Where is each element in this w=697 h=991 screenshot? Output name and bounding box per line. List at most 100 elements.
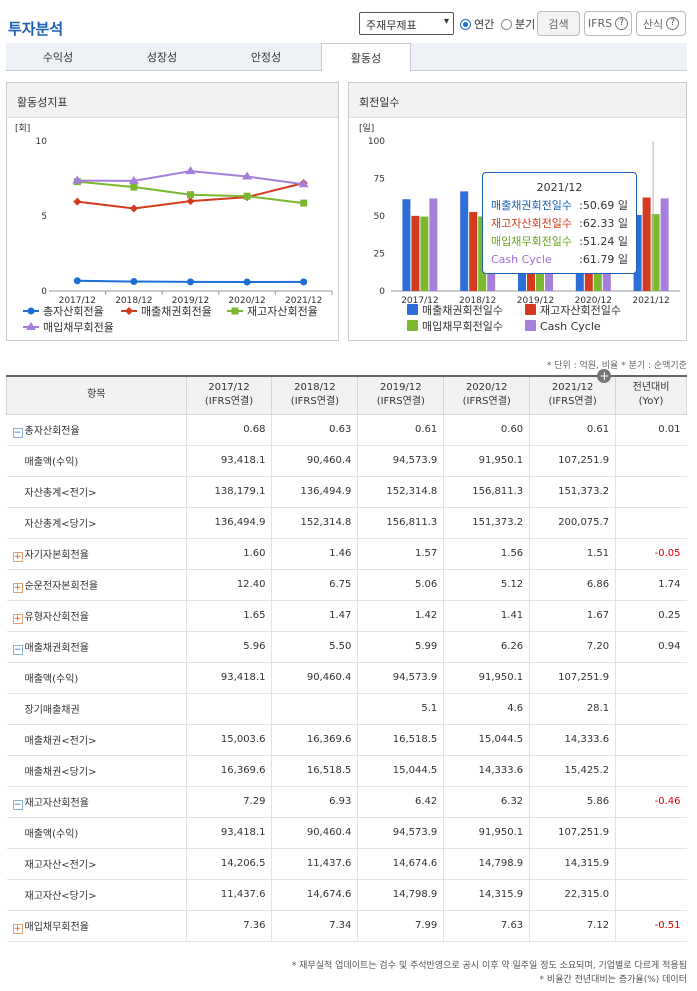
row-label-text: 장기매출채권 — [24, 705, 80, 716]
yoy-cell — [615, 817, 687, 849]
radio-quarter[interactable]: 분기 — [501, 16, 535, 32]
value-cell: 1.46 — [271, 538, 358, 570]
data-point — [298, 179, 309, 188]
row-label[interactable]: − 재고자산회전율 — [6, 786, 187, 818]
value-cell: 14,315.9 — [443, 879, 530, 911]
row-label-text: 매출채권<전기> — [24, 736, 97, 747]
value-cell: 138,179.1 — [185, 476, 272, 508]
collapse-icon[interactable]: − — [12, 799, 23, 810]
header-column: 전년대비 (YoY) — [615, 375, 687, 415]
y-tick-label: 0 — [379, 287, 385, 297]
tab-profitability[interactable]: 수익성 — [42, 51, 74, 64]
value-cell: 6.86 — [529, 569, 616, 601]
value-cell: 14,798.9 — [357, 879, 444, 911]
expand-column-icon[interactable]: + — [597, 369, 612, 384]
y-unit-label: [일] — [359, 123, 374, 134]
header-item: 항목 — [6, 375, 187, 415]
bar — [429, 198, 438, 291]
value-cell: 107,251.9 — [529, 817, 616, 849]
row-label[interactable]: − 총자산회전율 — [6, 414, 187, 446]
y-unit-label: [회] — [15, 123, 30, 134]
footnote-yoy: * 비율간 전년대비는 증가율(%) 데이터 — [539, 975, 687, 985]
tab-growth[interactable]: 성장성 — [146, 51, 178, 64]
row-label[interactable]: + 순운전자본회전율 — [6, 569, 187, 601]
y-tick-label: 75 — [374, 175, 385, 185]
footnote-update: * 재무실적 업데이트는 검수 및 주석반영으로 공시 이후 약 일주일 정도 … — [291, 961, 687, 971]
legend-marker — [231, 307, 239, 315]
tab-activity[interactable]: 활동성 — [321, 43, 411, 72]
statement-select[interactable]: 주재무제표 ▾ — [359, 12, 454, 35]
value-cell: 5.12 — [443, 569, 530, 601]
search-button[interactable]: 검색 — [537, 11, 580, 36]
row-label[interactable]: + 자기자본회전율 — [6, 538, 187, 570]
row-label-text: 재고자산회전율 — [24, 797, 89, 809]
x-tick-label: 2019/12 — [517, 296, 554, 306]
data-point — [186, 197, 195, 206]
formula-help-button[interactable]: 산식? — [636, 11, 686, 36]
collapse-icon[interactable]: − — [12, 427, 23, 438]
expand-icon[interactable]: + — [12, 551, 23, 562]
value-cell: 152,314.8 — [271, 507, 358, 539]
value-cell: 93,418.1 — [185, 817, 272, 849]
value-cell: 15,425.2 — [529, 755, 616, 787]
row-label-text: 매출액(수익) — [24, 457, 79, 468]
row-label[interactable]: + 매입채무회전율 — [6, 910, 187, 942]
x-tick-label: 2017/12 — [59, 296, 96, 306]
value-cell: 7.63 — [443, 910, 530, 942]
table-row: 매출액(수익) 93,418.1 90,460.4 94,573.9 91,950.1 1… — [6, 662, 687, 694]
value-cell: 16,369.6 — [271, 724, 358, 756]
bar — [633, 214, 642, 291]
table-row: 매출액(수익) 93,418.1 90,460.4 94,573.9 91,950.1 1… — [6, 817, 687, 849]
row-label: 매출액(수익) — [6, 817, 187, 849]
expand-icon[interactable]: + — [12, 923, 23, 934]
yoy-cell: -0.46 — [615, 786, 687, 818]
bar — [420, 216, 429, 291]
expand-icon[interactable]: + — [12, 582, 23, 593]
value-cell: 5.96 — [185, 631, 272, 663]
radio-annual[interactable]: 연간 — [460, 16, 494, 32]
table-row: + 자기자본회전율 1.60 1.46 1.57 1.56 1.51 -0.05 — [6, 538, 687, 570]
row-label-text: 매출액(수익) — [24, 674, 79, 685]
row-label-text: 총자산회전율 — [24, 425, 80, 437]
value-cell: 107,251.9 — [529, 445, 616, 477]
x-tick-label: 2018/12 — [459, 296, 496, 306]
tab-stability[interactable]: 안정성 — [250, 51, 282, 64]
value-cell: 14,333.6 — [443, 755, 530, 787]
yoy-cell — [615, 879, 687, 911]
value-cell: 1.47 — [271, 600, 358, 632]
tooltip-value: :50.69 일 — [579, 199, 628, 212]
top-bar: 투자분석 주재무제표 ▾ 연간 분기 검색 IFRS? 산식? — [0, 0, 697, 42]
collapse-icon[interactable]: − — [12, 644, 23, 655]
tooltip-value: :51.24 일 — [579, 235, 628, 248]
yoy-cell: 0.25 — [615, 600, 687, 632]
chevron-down-icon: ▾ — [443, 16, 449, 27]
value-cell: 6.42 — [357, 786, 444, 818]
value-cell: 94,573.9 — [357, 445, 444, 477]
legend-label: 매출채권회전율 — [141, 305, 212, 318]
yoy-cell — [615, 445, 687, 477]
tooltip-value: :62.33 일 — [579, 217, 628, 230]
tooltip-label: 재고자산회전일수 — [491, 217, 572, 230]
row-label: 자산총계<당기> — [6, 507, 187, 539]
value-cell — [185, 693, 272, 725]
value-cell: 4.6 — [443, 693, 530, 725]
table-row: 매출채권<전기> 15,003.6 16,369.6 16,518.5 15,044.5… — [6, 724, 687, 756]
legend-label: 매입채무회전일수 — [422, 319, 503, 333]
value-cell: 15,003.6 — [185, 724, 272, 756]
value-cell: 5.50 — [271, 631, 358, 663]
table-row: − 매출채권회전율 5.96 5.50 5.99 6.26 7.20 0.94 — [6, 631, 687, 663]
radio-unselected-icon — [501, 18, 512, 30]
ifrs-help-button[interactable]: IFRS? — [584, 11, 632, 36]
value-cell: 5.99 — [357, 631, 444, 663]
expand-icon[interactable]: + — [12, 613, 23, 624]
row-label[interactable]: + 유형자산회전율 — [6, 600, 187, 632]
activity-ratio-panel: 활동성지표 [회] 0 5 10 2017/12 2018/12 2019/12 2020/1… — [6, 82, 339, 341]
value-cell: 7.12 — [529, 910, 616, 942]
data-point — [187, 278, 194, 286]
turnover-days-title: 회전일수 — [349, 83, 686, 118]
value-cell: 156,811.3 — [357, 507, 444, 539]
row-label[interactable]: − 매출채권회전율 — [6, 631, 187, 663]
value-cell: 1.65 — [185, 600, 272, 632]
row-label-text: 순운전자본회전율 — [24, 580, 99, 592]
data-point — [242, 171, 253, 180]
